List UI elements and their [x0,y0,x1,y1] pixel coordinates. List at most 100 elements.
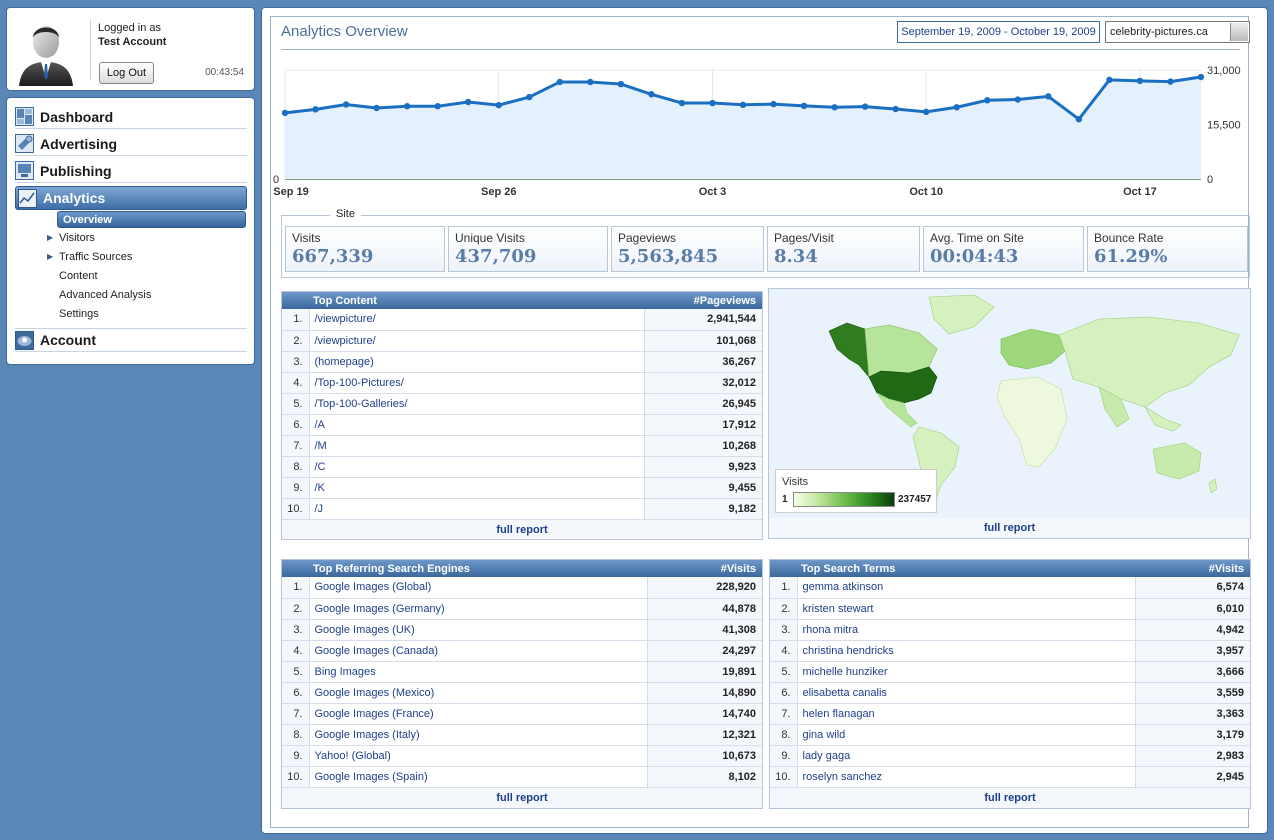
table-row: 1. Google Images (Global) 228,920 [282,577,762,599]
chart-point [281,109,289,117]
chart-point [923,108,930,116]
nav-item-analytics[interactable]: Analytics [15,186,247,210]
row-link[interactable]: Google Images (Spain) [309,766,648,788]
user-panel-divider [90,20,91,80]
row-link[interactable]: Google Images (France) [309,703,648,725]
row-rank: 8. [770,724,798,746]
row-rank: 7. [770,703,798,725]
row-link[interactable]: /Top-100-Pictures/ [309,372,645,394]
subnav-item-label: Overview [63,213,112,226]
row-link[interactable]: Google Images (UK) [309,619,648,641]
metric-value: 437,709 [455,246,537,267]
main-content: Analytics Overview September 19, 2009 - … [261,7,1268,834]
chart-point [617,80,625,88]
subnav-item-overview[interactable]: Overview [57,211,246,228]
row-link[interactable]: /J [309,498,645,520]
dropdown-button[interactable] [1230,23,1248,41]
row-link[interactable]: Google Images (Mexico) [309,682,648,704]
row-rank: 4. [282,372,310,394]
full-report-link[interactable]: full report [983,522,1036,534]
row-link[interactable]: /viewpicture/ [309,330,645,352]
row-rank: 9. [282,745,310,767]
chart-point [861,103,869,110]
nav-item-account[interactable]: Account [15,328,247,352]
nav-item-label: Analytics [43,190,106,206]
row-link[interactable]: roselyn sanchez [797,766,1136,788]
row-rank: 2. [770,598,798,620]
row-value: 3,559 [1135,682,1250,704]
analytics-icon [18,188,37,208]
row-value: 6,010 [1135,598,1250,620]
row-value: 4,942 [1135,619,1250,641]
table-row: 6. elisabetta canalis 3,559 [770,682,1250,704]
row-link[interactable]: christina hendricks [797,640,1136,662]
nav-item-advertising[interactable]: Advertising [15,132,247,156]
row-link[interactable]: /Top-100-Galleries/ [309,393,645,415]
row-value: 12,321 [647,724,762,746]
row-link[interactable]: elisabetta canalis [797,682,1136,704]
top-search-engines-table: Top Referring Search Engines #Visits 1. G… [281,559,763,809]
table-row: 1./viewpicture/2,941,544 [282,309,762,331]
row-value: 6,574 [1135,577,1250,599]
row-link[interactable]: (homepage) [309,351,645,373]
metric-label: Bounce Rate [1094,231,1164,245]
nav-item-publishing[interactable]: Publishing [15,159,247,183]
site-select[interactable]: celebrity-pictures.ca [1105,21,1250,43]
chart-point [312,106,319,113]
full-report-link[interactable]: full report [496,791,548,804]
chart-y-tick-label: 31,000 [1207,65,1241,77]
row-value: 3,666 [1135,661,1250,683]
row-rank: 4. [282,640,310,662]
full-report-link[interactable]: full report [984,791,1036,804]
row-link[interactable]: Google Images (Italy) [309,724,648,746]
row-link[interactable]: Google Images (Canada) [309,640,648,662]
table-row: 9./K 9,455 [282,477,762,499]
table-row: 8./C 9,923 [282,456,762,478]
row-link[interactable]: /K [309,477,645,499]
row-link[interactable]: rhona mitra [797,619,1136,641]
subnav-item-visitors[interactable]: ▶ Visitors [47,229,246,246]
row-value: 10,673 [647,745,762,767]
row-link[interactable]: gina wild [797,724,1136,746]
row-link[interactable]: Bing Images [309,661,648,683]
subnav-item-traffic-sources[interactable]: ▶ Traffic Sources [47,248,246,265]
row-value: 17,912 [644,414,762,436]
subnav-item-advanced-analysis[interactable]: Advanced Analysis [57,286,246,303]
logout-button[interactable]: Log Out [99,62,154,84]
row-link[interactable]: Yahoo! (Global) [309,745,648,767]
chart-x-tick-label: Oct 17 [1123,186,1157,198]
metric-value: 00:04:43 [930,246,1019,267]
row-link[interactable]: helen flanagan [797,703,1136,725]
chart-point [648,91,655,98]
expand-arrow-icon[interactable]: ▶ [47,233,54,242]
row-link[interactable]: lady gaga [797,745,1136,767]
row-link[interactable]: /M [309,435,645,457]
table-row: 8. gina wild 3,179 [770,724,1250,746]
world-map[interactable]: Visits 1 237457 [769,289,1250,518]
row-link[interactable]: kristen stewart [797,598,1136,620]
row-rank: 1. [282,577,310,599]
row-link[interactable]: /A [309,414,645,436]
expand-arrow-icon[interactable]: ▶ [47,252,54,261]
subnav-item-settings[interactable]: Settings [57,305,246,322]
table-row: 2. kristen stewart 6,010 [770,598,1250,620]
chart-point [770,100,777,108]
row-link[interactable]: Google Images (Global) [309,577,648,599]
table-row: 2./viewpicture/101,068 [282,330,762,352]
row-link[interactable]: michelle hunziker [797,661,1136,683]
row-link[interactable]: gemma atkinson [797,577,1136,599]
row-rank: 10. [770,766,798,788]
date-range-picker[interactable]: September 19, 2009 - October 19, 2009 [897,21,1100,43]
row-value: 3,363 [1135,703,1250,725]
subnav-item-content[interactable]: Content [57,267,246,284]
table-row: 6./A 17,912 [282,414,762,436]
nav-item-dashboard[interactable]: Dashboard [15,105,247,129]
row-link[interactable]: /C [309,456,645,478]
row-link[interactable]: /viewpicture/ [309,309,645,331]
table-row: 3. rhona mitra 4,942 [770,619,1250,641]
row-link[interactable]: Google Images (Germany) [309,598,648,620]
full-report-link[interactable]: full report [496,523,548,536]
account-icon [15,330,34,350]
row-rank: 7. [282,435,310,457]
table-row: 5./Top-100-Galleries/26,945 [282,393,762,415]
